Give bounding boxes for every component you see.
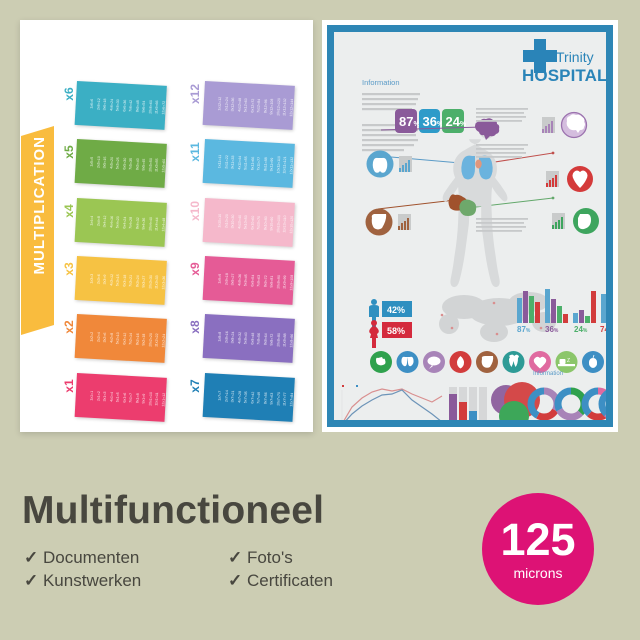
svg-text:42%: 42% — [387, 305, 405, 315]
svg-text:87%: 87% — [399, 114, 420, 129]
svg-text:Information: Information — [362, 78, 400, 87]
svg-text:24%: 24% — [574, 325, 588, 334]
svg-text:Z: Z — [567, 358, 570, 364]
svg-text:36%: 36% — [545, 325, 559, 334]
svg-text:Information: Information — [533, 371, 563, 377]
svg-text:36%: 36% — [423, 114, 444, 129]
svg-text:58%: 58% — [387, 326, 405, 336]
svg-text:87%: 87% — [517, 325, 531, 334]
svg-text:74%: 74% — [600, 325, 606, 334]
